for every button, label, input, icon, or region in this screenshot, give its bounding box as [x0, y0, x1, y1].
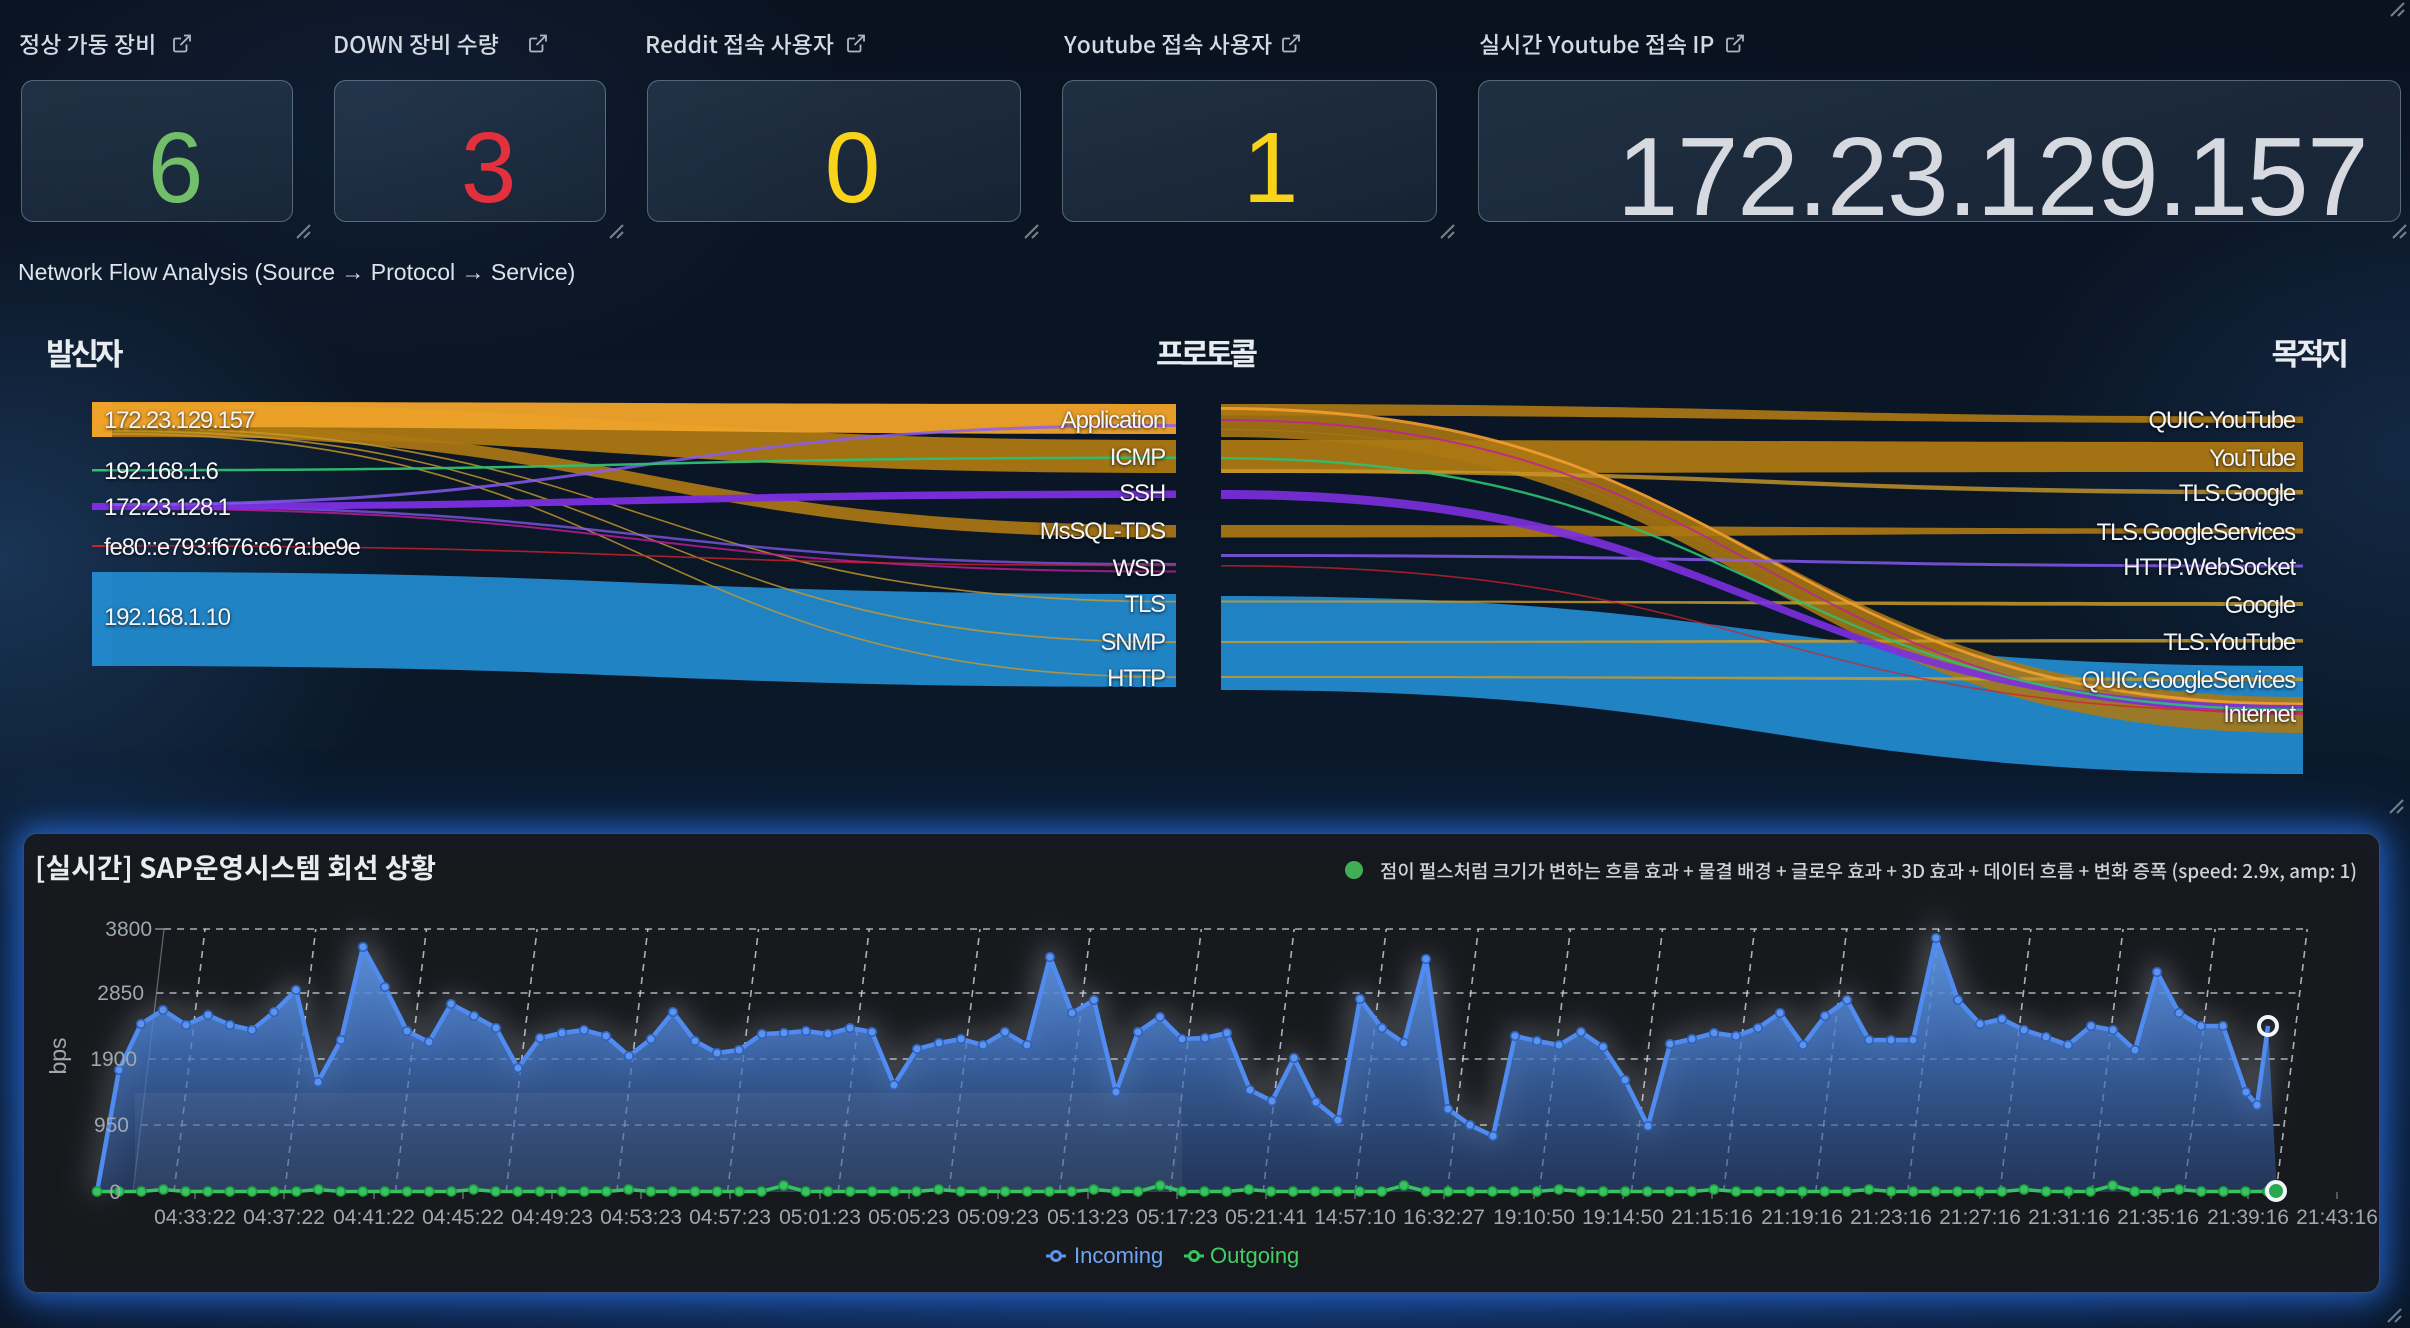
svg-text:05:21:41: 05:21:41 — [1225, 1206, 1307, 1229]
svg-text:QUIC.GoogleServices: QUIC.GoogleServices — [2082, 667, 2296, 694]
svg-text:04:33:22: 04:33:22 — [154, 1206, 236, 1229]
svg-text:bps: bps — [45, 1037, 71, 1074]
svg-text:0: 0 — [109, 1181, 121, 1204]
svg-text:05:05:23: 05:05:23 — [868, 1206, 950, 1229]
svg-text:192.168.1.10: 192.168.1.10 — [104, 604, 231, 631]
svg-text:19:14:50: 19:14:50 — [1582, 1206, 1664, 1229]
svg-text:SSH: SSH — [1119, 480, 1165, 507]
svg-text:21:27:16: 21:27:16 — [1939, 1206, 2021, 1229]
svg-text:3: 3 — [461, 112, 516, 224]
svg-text:TLS.YouTube: TLS.YouTube — [2163, 629, 2296, 656]
svg-text:05:13:23: 05:13:23 — [1047, 1206, 1129, 1229]
svg-text:172.23.128.1: 172.23.128.1 — [104, 494, 231, 521]
svg-text:16:32:27: 16:32:27 — [1403, 1206, 1485, 1229]
svg-text:ICMP: ICMP — [1110, 444, 1165, 471]
svg-text:HTTP: HTTP — [1107, 665, 1165, 692]
svg-text:21:19:16: 21:19:16 — [1761, 1206, 1843, 1229]
svg-text:172.23.129.157: 172.23.129.157 — [1617, 115, 2368, 239]
svg-text:6: 6 — [148, 112, 203, 224]
svg-text:05:01:23: 05:01:23 — [779, 1206, 861, 1229]
svg-text:MsSQL-TDS: MsSQL-TDS — [1040, 518, 1165, 545]
svg-text:QUIC.YouTube: QUIC.YouTube — [2148, 407, 2295, 434]
svg-text:04:37:22: 04:37:22 — [243, 1206, 325, 1229]
svg-text:04:45:22: 04:45:22 — [422, 1206, 504, 1229]
svg-text:HTTP.WebSocket: HTTP.WebSocket — [2123, 554, 2296, 581]
svg-text:172.23.129.157: 172.23.129.157 — [104, 407, 255, 434]
svg-text:14:57:10: 14:57:10 — [1314, 1206, 1396, 1229]
svg-text:04:53:23: 04:53:23 — [600, 1206, 682, 1229]
svg-text:fe80::e793:f676:c67a:be9e: fe80::e793:f676:c67a:be9e — [104, 534, 360, 561]
svg-text:04:49:23: 04:49:23 — [511, 1206, 593, 1229]
svg-text:21:39:16: 21:39:16 — [2207, 1206, 2289, 1229]
svg-text:21:35:16: 21:35:16 — [2117, 1206, 2199, 1229]
svg-text:0: 0 — [825, 112, 880, 224]
svg-text:Application: Application — [1061, 407, 1165, 434]
svg-text:WSD: WSD — [1113, 555, 1166, 582]
svg-text:Internet: Internet — [2223, 701, 2296, 728]
svg-text:2850: 2850 — [97, 982, 144, 1005]
svg-text:Network Flow Analysis (Source: Network Flow Analysis (Source → Protocol… — [18, 259, 575, 285]
svg-text:19:10:50: 19:10:50 — [1493, 1206, 1575, 1229]
svg-text:21:23:16: 21:23:16 — [1850, 1206, 1932, 1229]
svg-text:04:57:23: 04:57:23 — [689, 1206, 771, 1229]
svg-text:21:15:16: 21:15:16 — [1671, 1206, 1753, 1229]
svg-text:05:09:23: 05:09:23 — [957, 1206, 1039, 1229]
svg-text:192.168.1.6: 192.168.1.6 — [104, 458, 218, 485]
svg-text:05:17:23: 05:17:23 — [1136, 1206, 1218, 1229]
svg-text:3800: 3800 — [105, 918, 152, 941]
svg-text:21:31:16: 21:31:16 — [2028, 1206, 2110, 1229]
svg-text:SNMP: SNMP — [1100, 629, 1165, 656]
svg-text:TLS: TLS — [1125, 591, 1166, 618]
svg-text:21:43:16: 21:43:16 — [2296, 1206, 2378, 1229]
svg-text:04:41:22: 04:41:22 — [333, 1206, 415, 1229]
svg-text:1: 1 — [1243, 112, 1298, 224]
svg-text:Outgoing: Outgoing — [1210, 1243, 1299, 1268]
svg-text:Incoming: Incoming — [1074, 1243, 1163, 1268]
svg-text:YouTube: YouTube — [2209, 445, 2296, 472]
svg-text:950: 950 — [94, 1114, 129, 1137]
svg-text:1900: 1900 — [90, 1048, 137, 1071]
svg-text:TLS.GoogleServices: TLS.GoogleServices — [2096, 519, 2296, 546]
svg-text:Google: Google — [2225, 592, 2296, 619]
svg-text:TLS.Google: TLS.Google — [2179, 480, 2296, 507]
